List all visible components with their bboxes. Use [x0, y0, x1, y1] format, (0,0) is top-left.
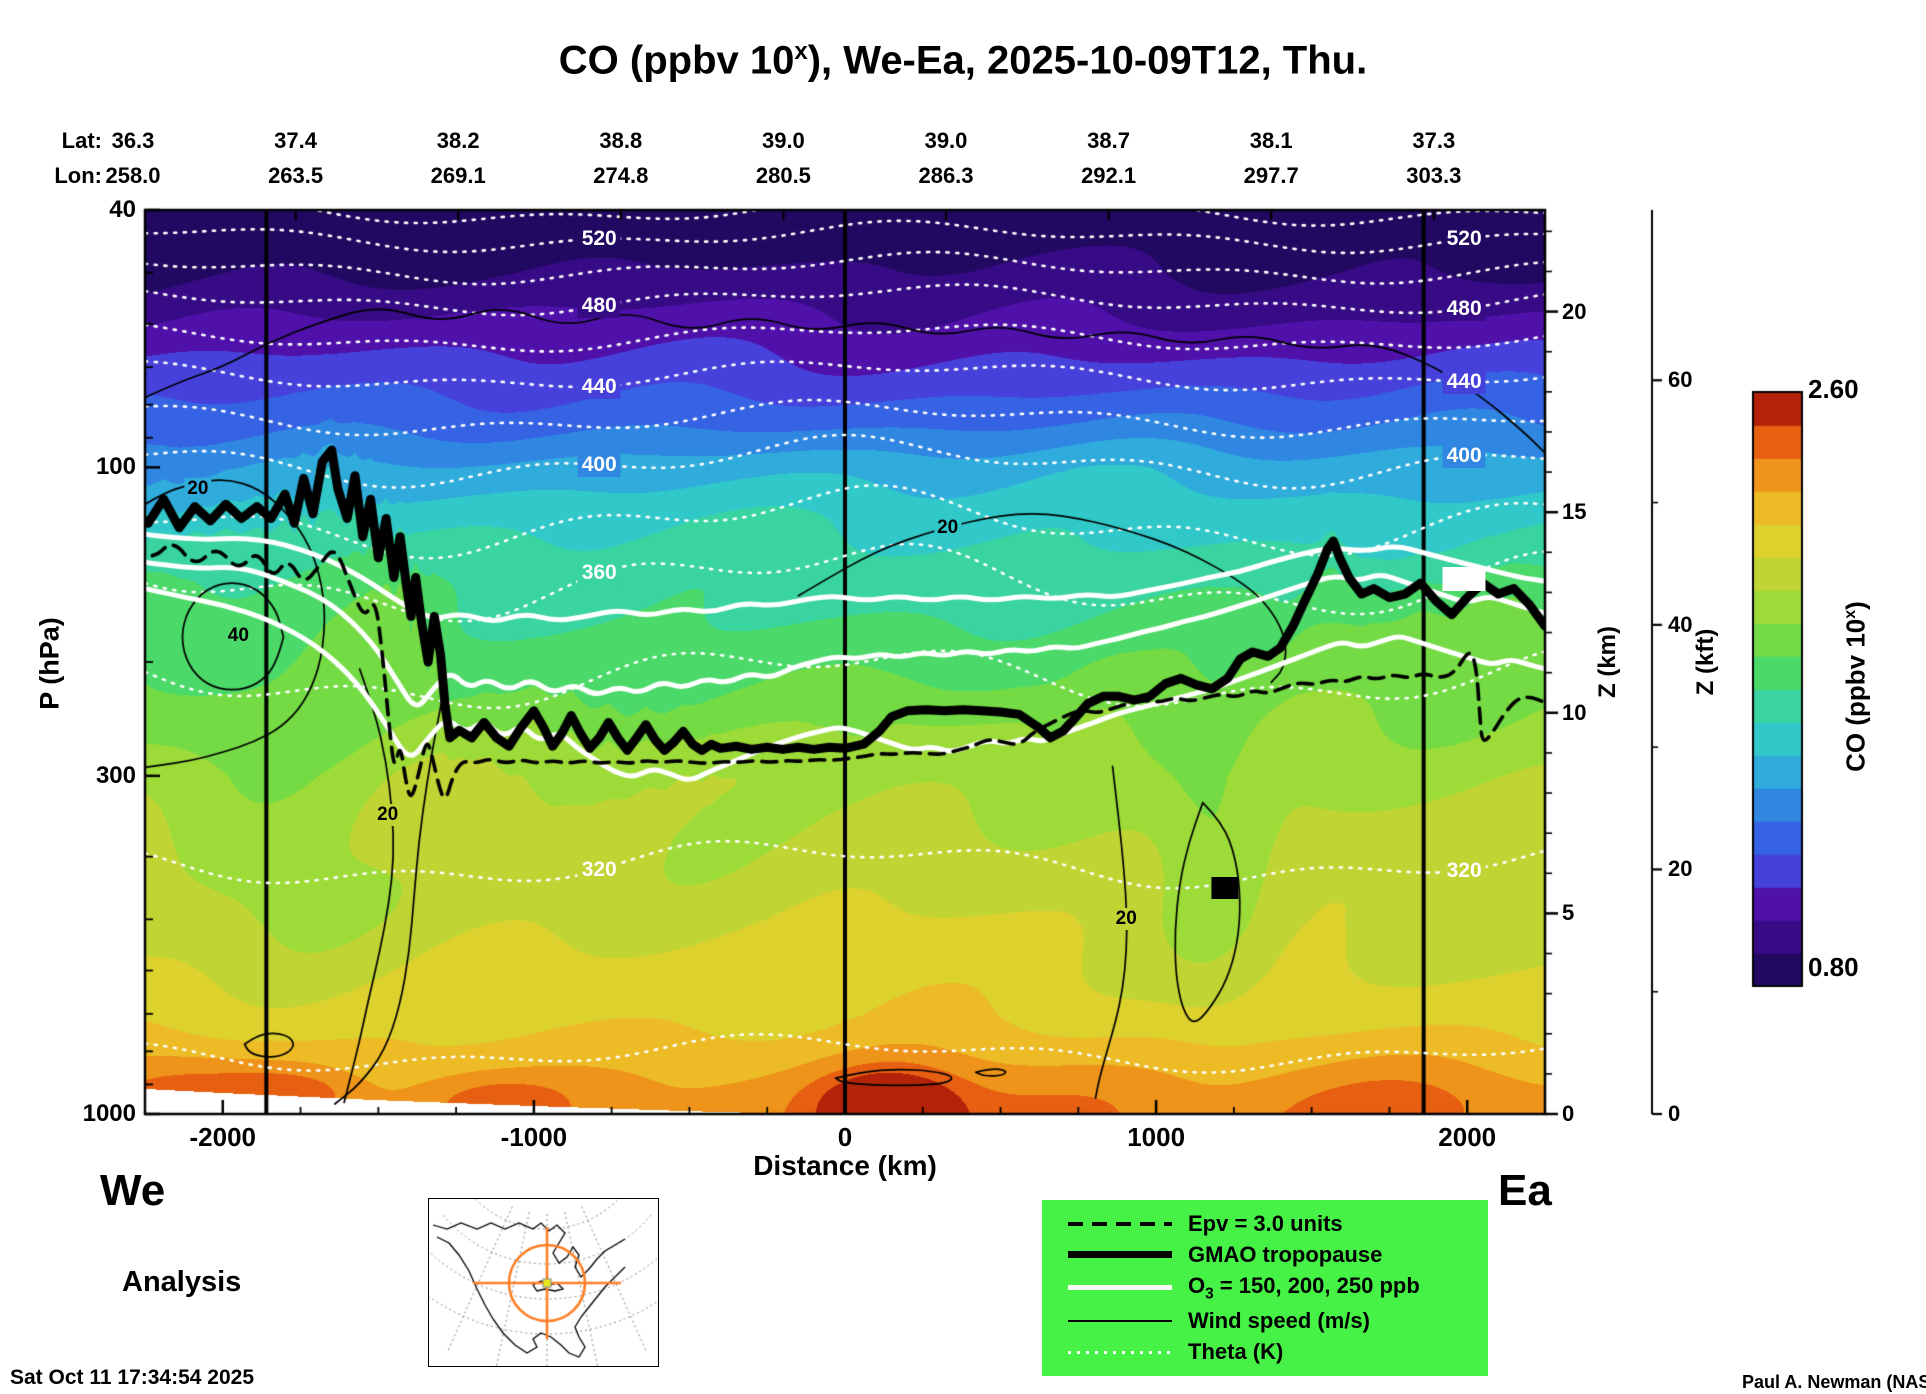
- lon-value: 269.1: [430, 163, 486, 188]
- lon-value: 303.3: [1406, 163, 1462, 188]
- z-km-axis-label: Z (km): [1594, 626, 1621, 698]
- distance-tick-label: 0: [837, 1122, 853, 1152]
- z-kft-tick-label: 20: [1668, 856, 1693, 882]
- z-km-tick-label: 5: [1562, 900, 1575, 926]
- legend-item-label: Theta (K): [1188, 1339, 1284, 1365]
- tropopause-line-sample: [1068, 1250, 1172, 1260]
- z-kft-tick-label: 60: [1668, 367, 1693, 393]
- lat-value: 37.3: [1412, 128, 1456, 153]
- colorbar-title-prefix: CO (ppbv 10: [1840, 618, 1871, 772]
- lon-value: 280.5: [755, 163, 811, 188]
- z-km-tick-label: 20: [1562, 298, 1587, 324]
- z-km-tick-label: 15: [1562, 499, 1587, 525]
- lon-row-label: Lon:: [54, 163, 102, 188]
- distance-axis-label: Distance (km): [753, 1150, 937, 1181]
- legend: Epv = 3.0 units GMAO tropopause O3 = 150, …: [1042, 1200, 1488, 1376]
- pressure-tick-label: 300: [95, 761, 136, 789]
- lon-value: 292.1: [1081, 163, 1137, 188]
- colorbar-title: CO (ppbv 10x): [1841, 567, 1872, 807]
- lon-value: 274.8: [593, 163, 649, 188]
- z-kft-tick-label: 0: [1668, 1101, 1681, 1126]
- legend-item-label: Epv = 3.0 units: [1188, 1210, 1343, 1236]
- pressure-axis-label: P (hPa): [34, 617, 65, 710]
- pressure-tick-label: 1000: [82, 1100, 136, 1127]
- lon-value: 258.0: [105, 163, 161, 188]
- distance-tick-label: -1000: [500, 1122, 568, 1152]
- lat-value: 38.2: [436, 128, 480, 153]
- theta-line-sample: [1068, 1347, 1172, 1357]
- colorbar-min-label: 0.80: [1808, 952, 1859, 982]
- timestamp: Sat Oct 11 17:34:54 2025: [10, 1366, 255, 1389]
- z-km-tick-label: 10: [1562, 699, 1587, 725]
- distance-tick-label: 1000: [1127, 1122, 1186, 1152]
- colorbar-max-label: 2.60: [1808, 374, 1859, 404]
- title-suffix: ), We-Ea, 2025-10-09T12, Thu.: [807, 38, 1368, 83]
- wind-line-sample: [1068, 1316, 1172, 1326]
- title-prefix: CO (ppbv 10: [558, 38, 795, 83]
- lat-value: 38.1: [1249, 128, 1293, 153]
- distance-tick-label: 2000: [1438, 1122, 1497, 1152]
- z-kft-axis-label: Z (kft): [1692, 628, 1719, 696]
- colorbar-title-suffix: ): [1840, 601, 1871, 610]
- analysis-label: Analysis: [122, 1266, 242, 1298]
- plot-title: CO (ppbv 10x), We-Ea, 2025-10-09T12, Thu…: [0, 38, 1926, 83]
- o3-line-sample: [1068, 1283, 1172, 1293]
- lat-row-label: Lat:: [61, 128, 102, 153]
- lat-value: 39.0: [761, 128, 805, 153]
- lat-value: 37.4: [274, 128, 317, 153]
- lat-value: 39.0: [924, 128, 968, 153]
- legend-item: O3 = 150, 200, 250 ppb: [1068, 1273, 1480, 1303]
- lat-value: 38.8: [599, 128, 643, 153]
- lon-value: 286.3: [918, 163, 974, 188]
- legend-item-label: GMAO tropopause: [1188, 1241, 1383, 1267]
- lat-value: 36.3: [111, 128, 155, 153]
- epv-dashed-line-sample: [1068, 1219, 1172, 1229]
- legend-item: GMAO tropopause: [1068, 1242, 1480, 1268]
- endpoint-east-label: Ea: [1498, 1166, 1552, 1215]
- lon-value: 297.7: [1243, 163, 1299, 188]
- credit: Paul A. Newman (NASA: [1742, 1372, 1926, 1392]
- z-kft-tick-label: 40: [1668, 611, 1693, 637]
- legend-item-label: O3 = 150, 200, 250 ppb: [1188, 1272, 1420, 1303]
- route-map-inset: [428, 1198, 659, 1367]
- lat-value: 38.7: [1087, 128, 1130, 153]
- pressure-tick-label: 100: [95, 453, 136, 481]
- pressure-tick-label: 40: [109, 196, 136, 223]
- distance-tick-label: -2000: [189, 1122, 257, 1152]
- legend-item: Theta (K): [1068, 1339, 1480, 1365]
- legend-item: Epv = 3.0 units: [1068, 1211, 1480, 1237]
- endpoint-west-label: We: [100, 1166, 166, 1215]
- z-km-tick-label: 0: [1562, 1101, 1575, 1126]
- colorbar-title-superscript: x: [1841, 609, 1859, 619]
- legend-item: Wind speed (m/s): [1068, 1308, 1480, 1334]
- lon-value: 263.5: [268, 163, 324, 188]
- title-superscript: x: [794, 38, 808, 65]
- legend-item-label: Wind speed (m/s): [1188, 1308, 1370, 1334]
